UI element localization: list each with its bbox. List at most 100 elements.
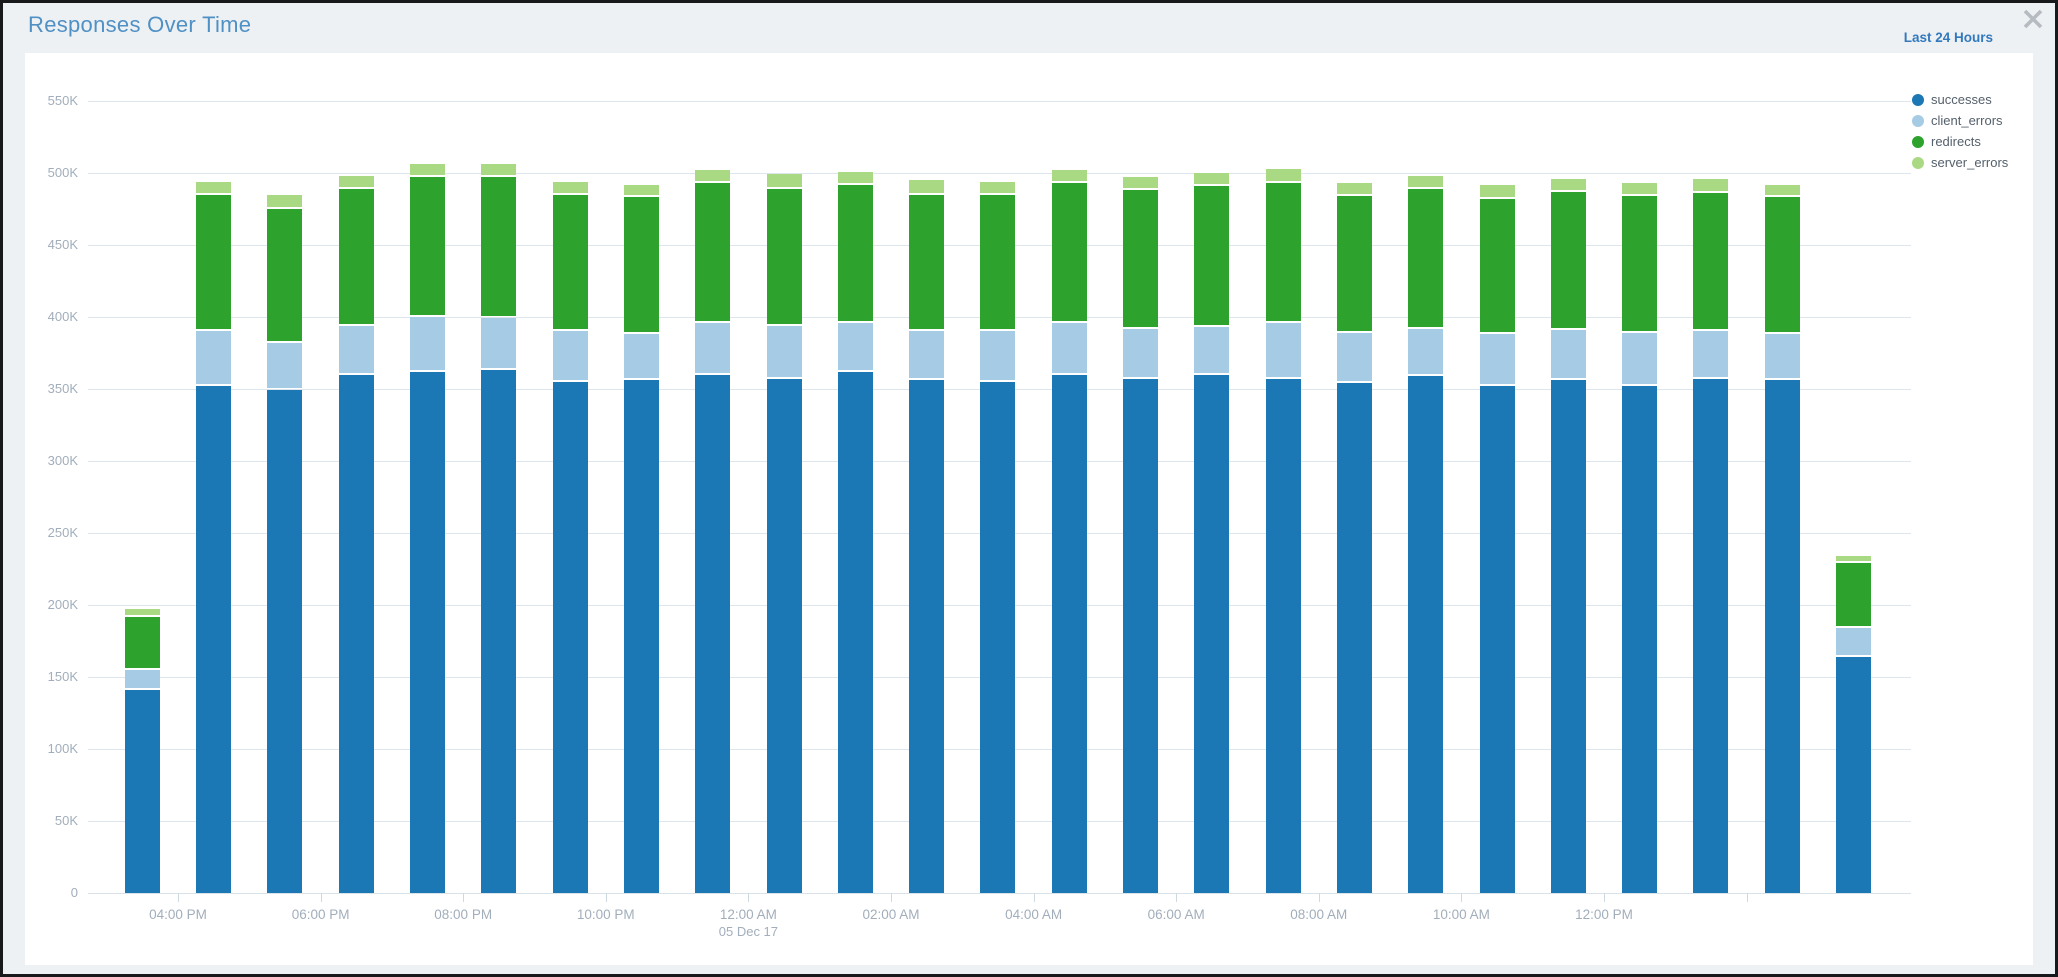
legend-item-client_errors[interactable]: client_errors (1912, 110, 2008, 131)
segment-server_errors[interactable] (481, 164, 517, 176)
bar-4am[interactable] (1051, 170, 1087, 893)
segment-redirects[interactable] (623, 197, 659, 333)
legend-item-successes[interactable]: successes (1912, 89, 2008, 110)
segment-successes[interactable] (410, 371, 446, 893)
bar-10am[interactable] (1479, 184, 1515, 893)
segment-client_errors[interactable] (837, 322, 873, 370)
segment-server_errors[interactable] (267, 194, 303, 207)
segment-redirects[interactable] (980, 194, 1016, 330)
segment-server_errors[interactable] (1764, 184, 1800, 196)
segment-redirects[interactable] (695, 183, 731, 321)
segment-server_errors[interactable] (1408, 175, 1444, 187)
segment-successes[interactable] (1194, 374, 1230, 893)
segment-client_errors[interactable] (196, 331, 232, 385)
segment-client_errors[interactable] (1408, 328, 1444, 375)
bar-3pm[interactable] (124, 609, 160, 893)
segment-successes[interactable] (1550, 380, 1586, 893)
segment-successes[interactable] (1693, 378, 1729, 893)
segment-server_errors[interactable] (1836, 556, 1872, 562)
segment-client_errors[interactable] (623, 334, 659, 379)
bar-2pm[interactable] (1764, 184, 1800, 893)
segment-successes[interactable] (695, 374, 731, 893)
segment-redirects[interactable] (124, 616, 160, 668)
segment-server_errors[interactable] (124, 609, 160, 615)
segment-redirects[interactable] (1336, 196, 1372, 331)
segment-redirects[interactable] (1693, 193, 1729, 330)
bar-9am[interactable] (1408, 175, 1444, 893)
segment-successes[interactable] (481, 370, 517, 893)
segment-server_errors[interactable] (1550, 178, 1586, 190)
segment-redirects[interactable] (552, 194, 588, 330)
segment-client_errors[interactable] (1194, 327, 1230, 373)
segment-redirects[interactable] (1194, 185, 1230, 326)
segment-successes[interactable] (338, 374, 374, 893)
segment-successes[interactable] (837, 371, 873, 893)
legend-item-redirects[interactable]: redirects (1912, 131, 2008, 152)
segment-successes[interactable] (1123, 378, 1159, 893)
segment-client_errors[interactable] (338, 325, 374, 373)
segment-server_errors[interactable] (1265, 168, 1301, 182)
segment-successes[interactable] (124, 689, 160, 893)
segment-client_errors[interactable] (980, 331, 1016, 380)
segment-successes[interactable] (267, 390, 303, 893)
bar-4pm[interactable] (196, 181, 232, 893)
segment-client_errors[interactable] (1479, 334, 1515, 385)
segment-redirects[interactable] (1051, 183, 1087, 321)
segment-successes[interactable] (1336, 383, 1372, 893)
segment-server_errors[interactable] (1194, 173, 1230, 184)
segment-redirects[interactable] (410, 177, 446, 315)
bar-7pm[interactable] (410, 164, 446, 893)
segment-client_errors[interactable] (1123, 328, 1159, 377)
bar-2am[interactable] (909, 180, 945, 893)
segment-redirects[interactable] (481, 177, 517, 317)
segment-client_errors[interactable] (1836, 628, 1872, 655)
bar-8pm[interactable] (481, 164, 517, 893)
bar-11pm[interactable] (695, 170, 731, 893)
bar-3pm[interactable] (1836, 556, 1872, 893)
segment-server_errors[interactable] (552, 181, 588, 193)
segment-redirects[interactable] (338, 188, 374, 324)
segment-server_errors[interactable] (410, 164, 446, 176)
segment-successes[interactable] (1408, 376, 1444, 893)
segment-redirects[interactable] (1408, 188, 1444, 327)
segment-client_errors[interactable] (1622, 332, 1658, 385)
segment-server_errors[interactable] (338, 175, 374, 187)
segment-redirects[interactable] (1479, 198, 1515, 333)
bar-8am[interactable] (1336, 183, 1372, 893)
segment-server_errors[interactable] (623, 184, 659, 196)
segment-server_errors[interactable] (766, 174, 802, 187)
bar-1pm[interactable] (1693, 178, 1729, 893)
segment-client_errors[interactable] (267, 342, 303, 389)
segment-client_errors[interactable] (1265, 322, 1301, 377)
bar-3am[interactable] (980, 181, 1016, 893)
segment-client_errors[interactable] (1550, 329, 1586, 379)
segment-client_errors[interactable] (481, 318, 517, 369)
segment-successes[interactable] (909, 380, 945, 893)
bar-6pm[interactable] (338, 175, 374, 893)
segment-client_errors[interactable] (410, 316, 446, 370)
bar-6am[interactable] (1194, 173, 1230, 893)
bar-5pm[interactable] (267, 194, 303, 893)
segment-server_errors[interactable] (909, 180, 945, 193)
segment-successes[interactable] (196, 386, 232, 893)
segment-client_errors[interactable] (766, 325, 802, 377)
segment-successes[interactable] (1622, 386, 1658, 893)
bar-5am[interactable] (1123, 177, 1159, 893)
segment-redirects[interactable] (1123, 190, 1159, 327)
segment-client_errors[interactable] (552, 331, 588, 380)
bar-7am[interactable] (1265, 168, 1301, 893)
segment-server_errors[interactable] (1622, 183, 1658, 195)
segment-redirects[interactable] (837, 184, 873, 321)
segment-successes[interactable] (1051, 374, 1087, 893)
segment-client_errors[interactable] (1051, 322, 1087, 373)
segment-redirects[interactable] (766, 188, 802, 324)
time-range-link[interactable]: Last 24 Hours (1903, 30, 1993, 45)
legend-item-server_errors[interactable]: server_errors (1912, 152, 2008, 173)
segment-client_errors[interactable] (1764, 334, 1800, 379)
segment-successes[interactable] (623, 380, 659, 893)
bar-1am[interactable] (837, 171, 873, 893)
segment-client_errors[interactable] (124, 669, 160, 688)
segment-server_errors[interactable] (1479, 184, 1515, 197)
segment-server_errors[interactable] (196, 181, 232, 193)
bar-9pm[interactable] (552, 181, 588, 893)
